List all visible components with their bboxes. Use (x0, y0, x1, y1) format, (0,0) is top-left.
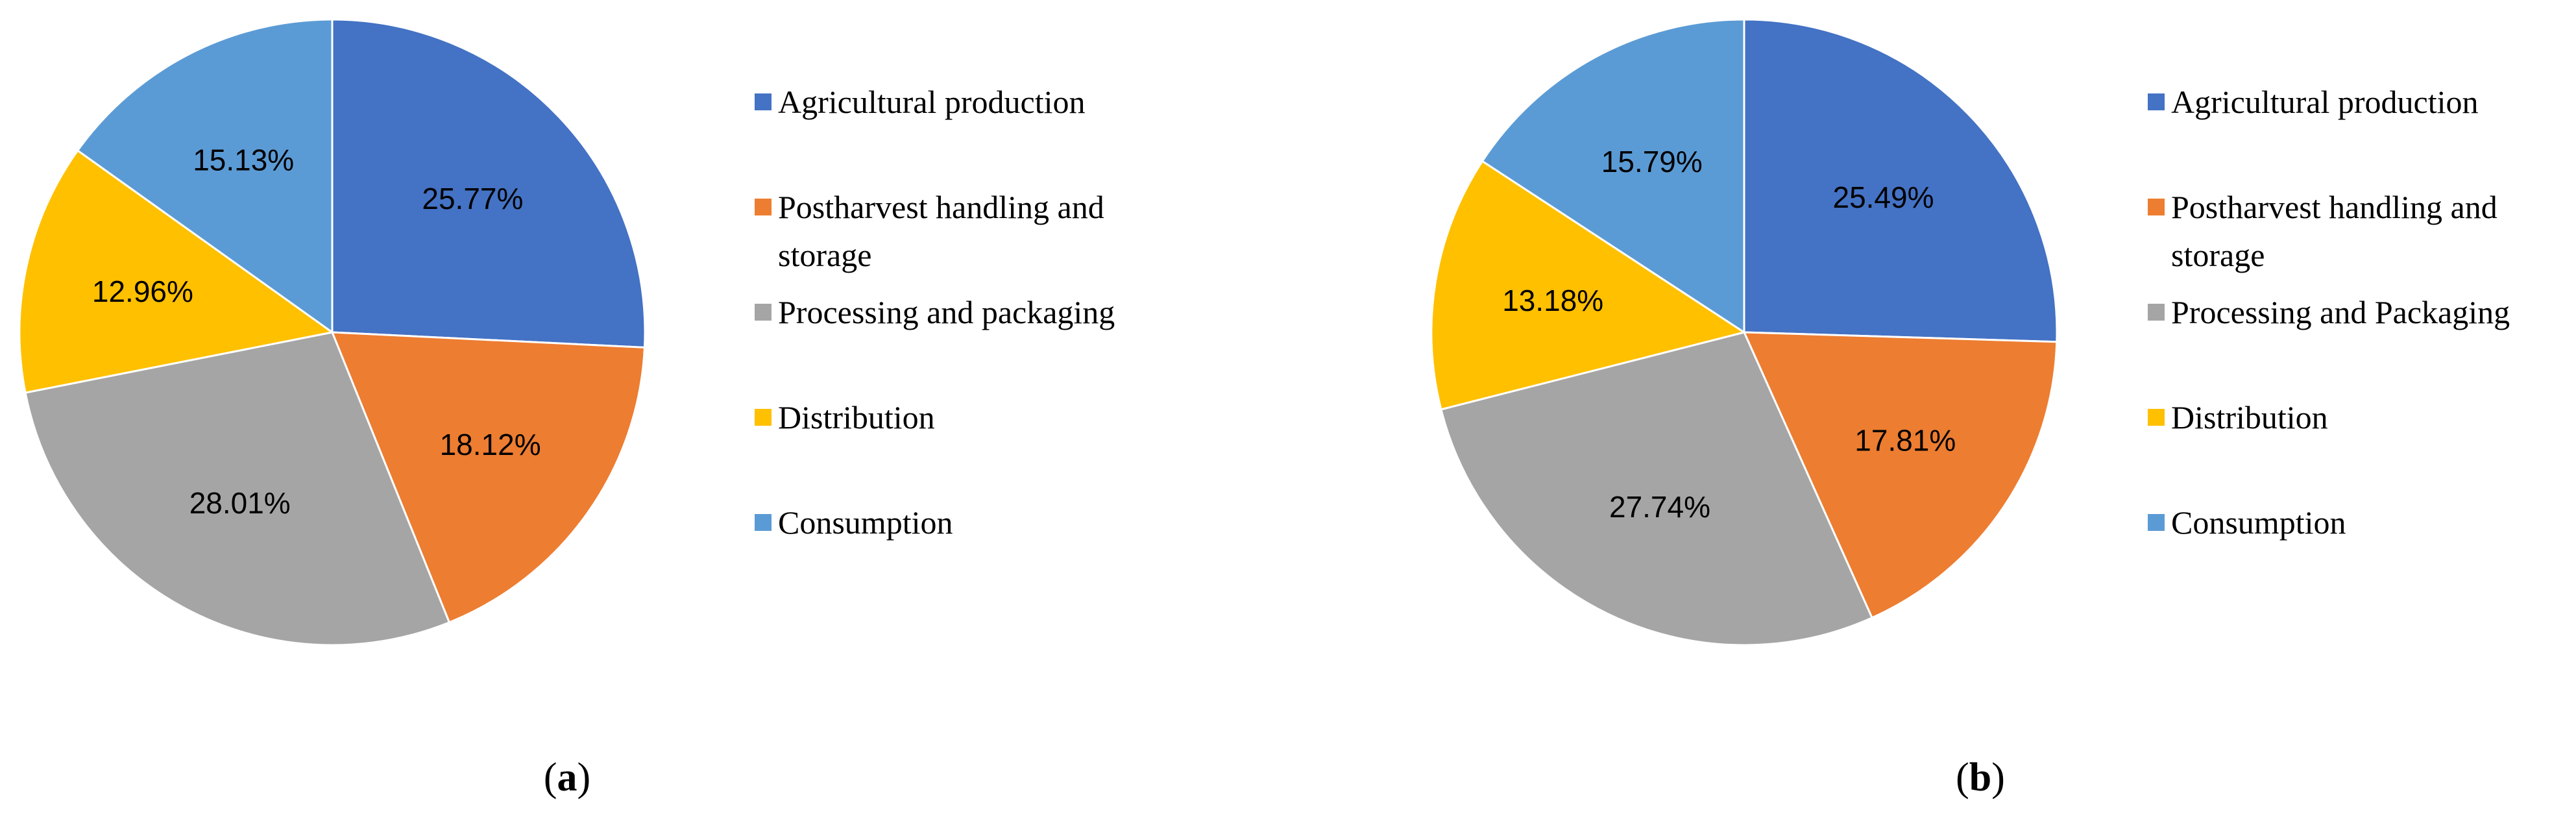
legend-label-distribution: Distribution (2171, 399, 2328, 435)
legend-label-postharvest-handling-line-2: storage (2171, 237, 2265, 273)
legend-swatch-consumption (2148, 514, 2165, 531)
data-label-distribution: 12.96% (92, 275, 193, 308)
pie-slice-processing-packaging (1440, 331, 1874, 646)
pie-slice-consumption (76, 18, 334, 334)
data-label-processing-packaging: 28.01% (189, 486, 291, 520)
pie-slice-distribution (18, 149, 335, 394)
data-label-agricultural-production: 25.77% (422, 182, 523, 215)
data-label-distribution: 13.18% (1502, 284, 1603, 317)
panel-label: (b) (1956, 755, 2005, 800)
pie-slice-postharvest-handling (330, 331, 646, 624)
pie-slice-postharvest-handling (1742, 331, 2058, 619)
legend-label-distribution: Distribution (778, 399, 935, 435)
legend-label-consumption: Consumption (2171, 504, 2346, 541)
legend-label-postharvest-handling: Postharvest handling and (2171, 189, 2497, 225)
pie-slice-agricultural-production (1743, 18, 2058, 343)
legend-label-processing-packaging: Processing and packaging (778, 294, 1115, 330)
pie-slice-processing-packaging (24, 331, 451, 646)
legend-swatch-agricultural-production (755, 93, 772, 110)
pie-slice-agricultural-production (331, 18, 646, 349)
pie-slice-consumption (1481, 18, 1745, 334)
legend-label-postharvest-handling: Postharvest handling and (778, 189, 1104, 225)
legend-swatch-processing-packaging (755, 304, 772, 321)
legend-swatch-postharvest-handling (755, 199, 772, 215)
legend-label-agricultural-production: Agricultural production (778, 84, 1086, 120)
pie-slice-distribution (1430, 160, 1747, 411)
panel-a: 25.77% 18.12% 28.01% 12.96% 15.13% Agricultur… (18, 18, 1115, 800)
data-label-consumption: 15.13% (193, 143, 294, 177)
legend-label-consumption: Consumption (778, 504, 953, 541)
legend-swatch-postharvest-handling (2148, 199, 2165, 215)
data-label-postharvest-handling: 17.81% (1854, 423, 1956, 457)
data-label-processing-packaging: 27.74% (1609, 490, 1710, 524)
data-label-postharvest-handling: 18.12% (440, 428, 541, 461)
legend-swatch-consumption (755, 514, 772, 531)
legend-swatch-agricultural-production (2148, 93, 2165, 110)
data-label-agricultural-production: 25.49% (1832, 180, 1934, 214)
panel-b: 25.49% 17.81% 27.74% 13.18% 15.79% Agricultur… (1430, 18, 2510, 800)
data-label-consumption: 15.79% (1601, 145, 1703, 178)
legend-label-agricultural-production: Agricultural production (2171, 84, 2479, 120)
panel-label: (a) (544, 755, 590, 800)
legend-swatch-distribution (2148, 409, 2165, 426)
legend-label-processing-packaging: Processing and Packaging (2171, 294, 2510, 330)
legend-label-postharvest-handling-line-2: storage (778, 237, 871, 273)
legend-swatch-distribution (755, 409, 772, 426)
legend-swatch-processing-packaging (2148, 304, 2165, 321)
